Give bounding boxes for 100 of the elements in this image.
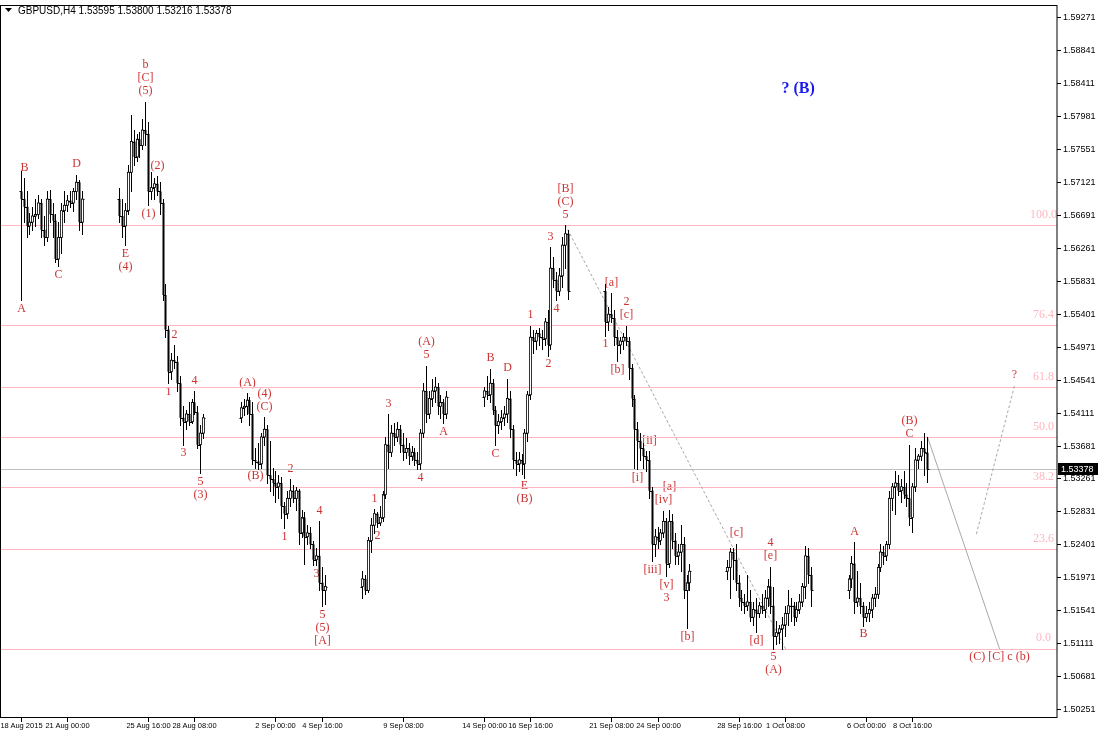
annotation: 5 bbox=[423, 347, 430, 362]
ref-line-label: 1.53378 bbox=[1061, 463, 1094, 474]
y-tick-label: 1.55831 bbox=[1063, 275, 1096, 286]
annotation: [iv] bbox=[654, 492, 673, 507]
annotation: C bbox=[905, 426, 914, 441]
annotation: 1 bbox=[602, 336, 609, 351]
annotation: 3 bbox=[180, 445, 187, 460]
annotation: 3 bbox=[313, 565, 320, 580]
annotation: C bbox=[54, 266, 63, 281]
annotation: (C) bbox=[557, 193, 574, 208]
candlestick bbox=[251, 401, 254, 466]
annotation: 4 bbox=[553, 301, 560, 316]
annotation: [a] bbox=[604, 275, 619, 290]
annotation: (4) bbox=[118, 258, 133, 273]
y-tick-label: 1.55401 bbox=[1063, 308, 1096, 319]
annotation: 1 bbox=[281, 529, 288, 544]
annotation: ? (B) bbox=[781, 78, 815, 97]
annotation: [c] bbox=[619, 307, 634, 322]
candlestick bbox=[729, 547, 732, 600]
annotation: (5) bbox=[315, 619, 330, 634]
y-tick-label: 1.50251 bbox=[1063, 703, 1096, 714]
y-tick-label: 1.50681 bbox=[1063, 670, 1096, 681]
candlestick bbox=[894, 470, 897, 516]
annotation: (2) bbox=[150, 157, 165, 172]
candlestick bbox=[188, 401, 191, 427]
annotation: [d] bbox=[749, 632, 764, 647]
annotation: 5 bbox=[770, 649, 777, 664]
y-tick-label: 1.54111 bbox=[1063, 407, 1095, 418]
annotation: 3 bbox=[663, 589, 670, 604]
y-tick-label: 1.52831 bbox=[1063, 505, 1096, 516]
candlestick bbox=[518, 451, 521, 473]
candlestick bbox=[445, 390, 448, 420]
annotation: D bbox=[503, 360, 513, 375]
annotation: 1 bbox=[527, 307, 534, 322]
candlestick bbox=[78, 179, 81, 232]
y-tick-label: 1.53261 bbox=[1063, 472, 1096, 483]
annotation: A bbox=[850, 523, 860, 538]
chart-title: GBPUSD,H4 1.53595 1.53800 1.53216 1.53378 bbox=[18, 4, 232, 16]
annotation: [b] bbox=[680, 628, 695, 643]
annotation: 2 bbox=[374, 528, 381, 543]
candlestick bbox=[749, 589, 752, 623]
annotation: (4) bbox=[257, 385, 272, 400]
candlestick bbox=[882, 545, 885, 566]
candlestick bbox=[240, 401, 243, 424]
y-tick-label: 1.57981 bbox=[1063, 110, 1096, 121]
candlestick bbox=[604, 283, 607, 338]
annotation: b bbox=[142, 57, 149, 72]
y-tick-label: 1.56691 bbox=[1063, 209, 1096, 220]
annotation: 76.4 bbox=[1033, 306, 1054, 321]
annotation: (B) bbox=[247, 468, 264, 483]
candlestick bbox=[761, 593, 764, 615]
candlestick bbox=[865, 605, 868, 623]
y-tick-label: 1.52401 bbox=[1063, 538, 1096, 549]
candlestick bbox=[853, 541, 856, 615]
annotation: [iii] bbox=[643, 562, 662, 576]
y-tick-label: 1.54541 bbox=[1063, 374, 1096, 385]
annotation: 5 bbox=[319, 606, 326, 621]
annotation: B bbox=[859, 626, 868, 641]
candlestick bbox=[535, 329, 538, 351]
annotation: B bbox=[20, 160, 29, 175]
annotation: 4 bbox=[767, 535, 774, 550]
annotation: (1) bbox=[141, 206, 156, 220]
annotation: [e] bbox=[763, 548, 778, 563]
annotation: 5 bbox=[562, 206, 569, 221]
candlestick bbox=[442, 398, 445, 425]
annotation: 4 bbox=[417, 469, 424, 484]
y-tick-label: 1.51971 bbox=[1063, 571, 1096, 582]
annotation: 38.2 bbox=[1033, 468, 1054, 483]
candlestick bbox=[567, 229, 570, 301]
annotation: (B) bbox=[901, 413, 918, 428]
annotation: 0.0 bbox=[1036, 630, 1051, 645]
annotation: 23.6 bbox=[1033, 530, 1054, 545]
y-tick-label: 1.58411 bbox=[1063, 77, 1095, 88]
annotation: 3 bbox=[547, 229, 554, 244]
candlestick bbox=[361, 570, 364, 600]
candlestick bbox=[46, 190, 49, 243]
candlestick bbox=[292, 484, 295, 504]
annotation: [B] bbox=[557, 180, 574, 195]
annotation: 4 bbox=[316, 503, 323, 518]
candlestick bbox=[33, 198, 38, 228]
annotation: [i] bbox=[631, 469, 644, 484]
annotation: [v] bbox=[659, 576, 674, 591]
annotation: ? bbox=[1011, 367, 1018, 382]
annotation: 2 bbox=[623, 294, 630, 309]
candlestick bbox=[20, 170, 23, 302]
annotation: B bbox=[486, 350, 495, 365]
candlestick bbox=[500, 409, 503, 431]
annotation: (A) bbox=[765, 662, 782, 677]
annotation: 1 bbox=[371, 490, 378, 505]
annotation: (3) bbox=[193, 486, 208, 501]
annotation: 5 bbox=[197, 473, 204, 488]
annotation: (5) bbox=[138, 83, 153, 98]
candlestick bbox=[538, 327, 541, 347]
y-tick-label: 1.57551 bbox=[1063, 143, 1096, 154]
annotation: E bbox=[121, 245, 130, 260]
annotation: (C) [C] c (b) bbox=[969, 649, 1030, 664]
y-tick-label: 1.59271 bbox=[1063, 11, 1096, 22]
annotation: 4 bbox=[191, 372, 198, 387]
annotation: A bbox=[439, 423, 449, 438]
candlestick bbox=[298, 488, 301, 546]
